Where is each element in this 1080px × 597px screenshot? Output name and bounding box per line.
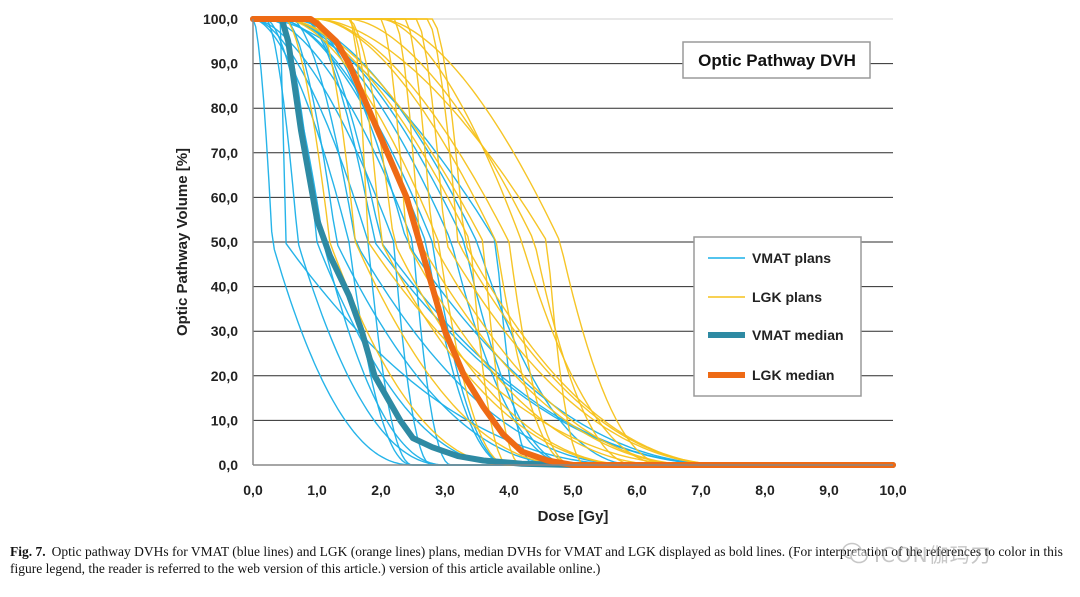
- y-tick-label: 40,0: [211, 279, 238, 295]
- lgk-plan-curve: [253, 18, 893, 466]
- lgk-plan-curve: [253, 18, 893, 466]
- y-tick-label: 30,0: [211, 323, 238, 339]
- vmat-plan-curve: [253, 18, 893, 466]
- axes: [252, 19, 893, 466]
- legend-label: LGK plans: [752, 289, 822, 305]
- lgk-plan-curve: [253, 18, 893, 466]
- x-axis-title: Dose [Gy]: [538, 508, 609, 525]
- dvh-chart: 0,0 10,0 20,0 30,0 40,0 50,0 60,0 70,0 80,0 90,0 1…: [174, 11, 907, 525]
- x-tick-label: 7,0: [691, 482, 711, 498]
- y-tick-label: 100,0: [203, 11, 238, 27]
- x-tick-label: 9,0: [819, 482, 839, 498]
- lgk-plan-curve: [253, 18, 893, 466]
- x-tick-label: 6,0: [627, 482, 647, 498]
- legend-label: VMAT plans: [752, 250, 831, 266]
- y-tick-label: 20,0: [211, 368, 238, 384]
- y-tick-label: 10,0: [211, 412, 238, 428]
- caption-label: Fig. 7.: [10, 544, 46, 559]
- y-tick-label: 0,0: [219, 457, 239, 473]
- lgk-plan-curve: [253, 18, 893, 466]
- legend-label: VMAT median: [752, 327, 844, 343]
- x-tick-label: 4,0: [499, 482, 519, 498]
- lgk-plan-curve: [253, 18, 893, 466]
- lgk-plan-curve: [253, 18, 893, 466]
- figure-caption: Fig. 7. Optic pathway DVHs for VMAT (blue…: [10, 543, 1072, 577]
- y-tick-label: 70,0: [211, 145, 238, 161]
- y-axis-title: Optic Pathway Volume [%]: [174, 148, 191, 336]
- tick-labels: 0,0 10,0 20,0 30,0 40,0 50,0 60,0 70,0 80,0 90,0 1…: [203, 11, 907, 498]
- legend-label: LGK median: [752, 367, 834, 383]
- x-tick-label: 2,0: [371, 482, 391, 498]
- vmat-plan-curve: [253, 18, 893, 466]
- x-tick-label: 5,0: [563, 482, 583, 498]
- vmat-plan-curve: [252, 18, 893, 466]
- vmat-plan-curve: [253, 18, 893, 466]
- vmat-plan-curve: [253, 18, 893, 466]
- x-tick-label: 0,0: [243, 482, 263, 498]
- x-tick-label: 8,0: [755, 482, 775, 498]
- lgk-plan-curve: [253, 18, 893, 466]
- legend: VMAT plans LGK plans VMAT median LGK median: [693, 236, 862, 397]
- caption-text: Optic pathway DVHs for VMAT (blue lines)…: [10, 544, 1063, 576]
- lgk-plan-curve: [253, 18, 893, 466]
- median-curves: [250, 16, 896, 468]
- lgk-plan-curve: [253, 18, 893, 466]
- lgk-plan-curve: [253, 18, 893, 466]
- vmat-plan-curve: [253, 18, 893, 466]
- vmat-plan-curve: [252, 18, 893, 466]
- vmat-median-curve: [250, 16, 896, 468]
- lgk-median-curve: [250, 16, 896, 468]
- lgk-plan-curve: [253, 18, 893, 466]
- y-tick-label: 60,0: [211, 189, 238, 205]
- y-tick-label: 50,0: [211, 234, 238, 250]
- lgk-plan-curve: [253, 18, 893, 466]
- vmat-plan-curve: [252, 18, 893, 466]
- chart-title-box: Optic Pathway DVH: [682, 41, 871, 79]
- vmat-plan-curve: [253, 18, 893, 466]
- x-tick-label: 3,0: [435, 482, 455, 498]
- y-tick-label: 80,0: [211, 100, 238, 116]
- chart-title: Optic Pathway DVH: [698, 51, 856, 70]
- vmat-plan-curve: [253, 18, 893, 466]
- x-tick-label: 1,0: [307, 482, 327, 498]
- lgk-plan-curve: [253, 18, 893, 466]
- lgk-plan-curve: [253, 18, 893, 466]
- y-tick-label: 90,0: [211, 56, 238, 72]
- x-tick-label: 10,0: [879, 482, 906, 498]
